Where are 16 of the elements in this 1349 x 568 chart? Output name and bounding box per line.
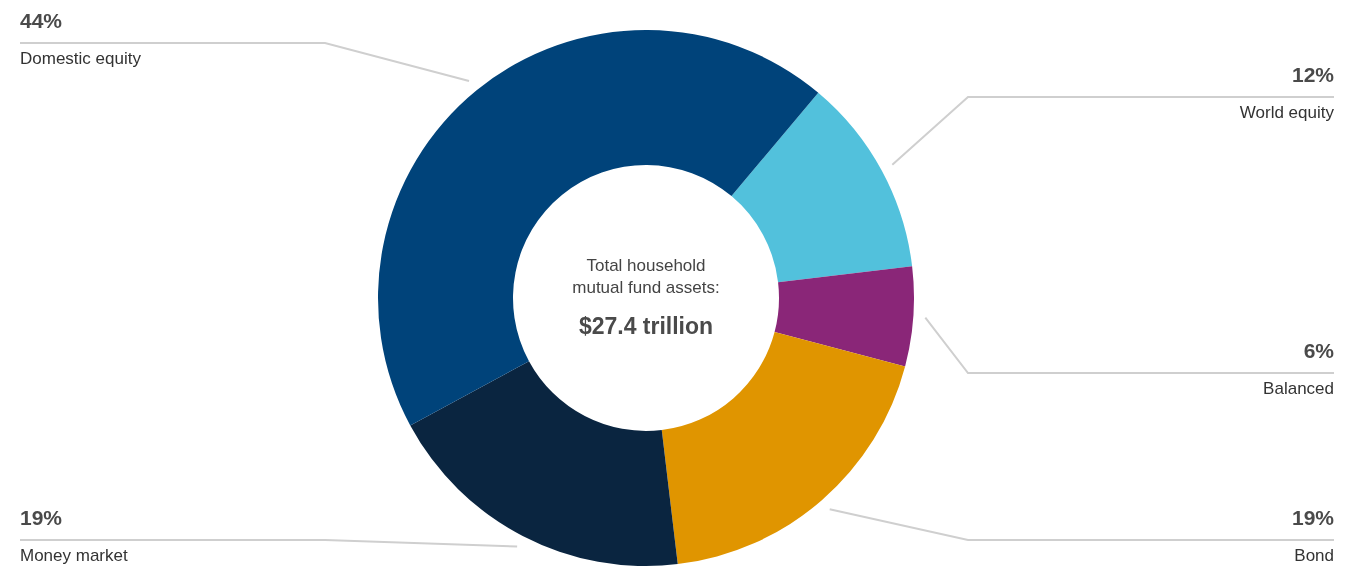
donut-slice [731, 92, 913, 283]
slice-label: Money market [20, 546, 128, 566]
data-label: 19% [20, 506, 63, 530]
slice-label: World equity [1239, 103, 1334, 123]
text: $27.4 trillion [577, 313, 715, 340]
data-label: 12% [1291, 63, 1334, 87]
slice-label: Bond [1294, 546, 1334, 566]
text: Total household mutual fund assets: [571, 255, 721, 299]
data-label: 19% [1291, 506, 1334, 530]
donut-slice [774, 266, 914, 367]
slice-label: Balanced [1263, 379, 1334, 399]
donut-slice [410, 361, 678, 566]
data-label: 44% [20, 9, 63, 33]
data-label: 6% [1303, 339, 1334, 363]
donut-slice [378, 30, 819, 426]
slice-label: Domestic equity [20, 49, 141, 69]
